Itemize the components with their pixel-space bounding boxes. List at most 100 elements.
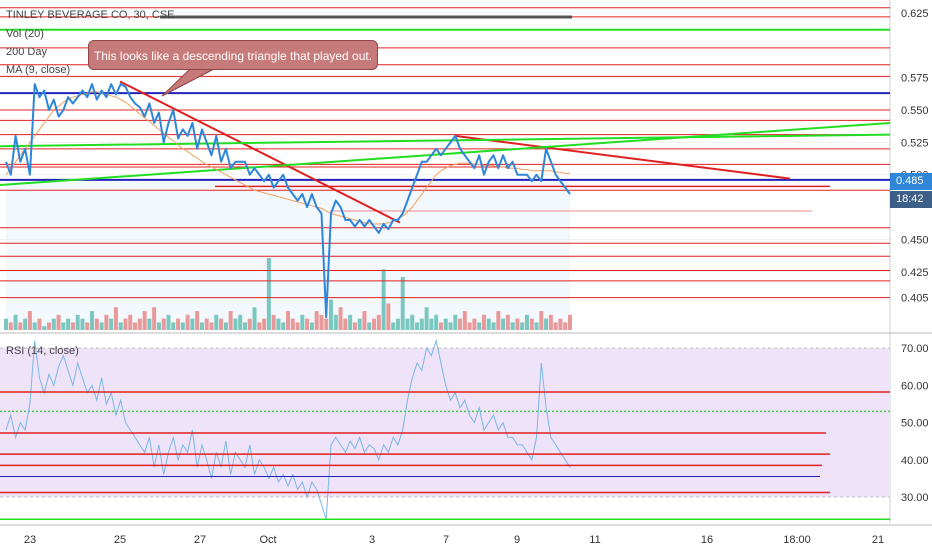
volume-bar-63	[305, 318, 310, 330]
volume-bar-55	[266, 258, 271, 330]
volume-bar-113	[544, 318, 549, 330]
vol-indicator-label[interactable]: Vol (20)	[6, 28, 44, 40]
volume-bar-28	[137, 318, 142, 330]
price-tick-label-1: 0.575	[901, 73, 929, 85]
volume-bar-64	[309, 322, 314, 330]
volume-bar-47	[228, 311, 233, 330]
price-series	[5, 83, 571, 319]
time-tick-label-4: 3	[369, 534, 375, 546]
volume-bar-91	[438, 322, 443, 330]
volume-bar-5	[27, 311, 32, 330]
volume-bar-44	[214, 314, 219, 330]
time-axis[interactable]: 23 25 27 Oct 3 7 9 11 16 18:00 21	[0, 524, 932, 546]
volume-bar-77	[372, 318, 377, 330]
volume-bar-40	[195, 311, 200, 330]
volume-bar-46	[223, 322, 228, 330]
time-tick-label-0: 23	[24, 534, 36, 546]
volume-bar-105	[505, 314, 510, 330]
volume-bar-83	[400, 276, 405, 330]
volume-bar-8	[42, 326, 47, 330]
volume-bar-36	[176, 318, 181, 330]
volume-bar-20	[99, 322, 104, 330]
volume-bar-67	[324, 318, 329, 330]
volume-bar-82	[395, 318, 400, 330]
volume-bar-9	[47, 322, 52, 330]
price-levels[interactable]	[0, 7, 891, 299]
volume-bar-72	[348, 314, 353, 330]
volume-bar-75	[362, 311, 367, 330]
time-tick-label-10: 21	[872, 534, 884, 546]
volume-bar-92	[443, 318, 448, 330]
volume-bar-33	[161, 318, 166, 330]
volume-bar-18	[90, 311, 95, 330]
volume-bar-10	[51, 318, 56, 330]
volume-bar-13	[66, 318, 71, 330]
rsi-tick-label-4: 30.00	[901, 492, 929, 504]
price-tick-label-6: 0.425	[901, 267, 929, 279]
volume-bar-81	[391, 322, 396, 330]
volume-bar-22	[109, 318, 114, 330]
ma200-indicator-label[interactable]: 200 Day	[6, 46, 47, 58]
volume-bar-11	[56, 314, 61, 330]
rsi-tick-label-0: 70.00	[901, 343, 929, 355]
volume-bar-80	[386, 303, 391, 330]
volume-bar-2	[13, 314, 18, 330]
price-tick-label-5: 0.450	[901, 234, 929, 246]
volume-bar-29	[142, 311, 147, 330]
volume-bar-53	[257, 322, 262, 330]
volume-bar-7	[37, 318, 42, 330]
volume-bar-57	[276, 318, 281, 330]
volume-bar-30	[147, 318, 152, 330]
rsi-line	[5, 338, 571, 520]
volume-bar-41	[199, 322, 204, 330]
price-shaded-area	[6, 181, 570, 330]
time-tick-label-6: 9	[514, 534, 520, 546]
rsi-band	[0, 348, 890, 497]
volume-bar-17	[85, 322, 90, 330]
volume-bar-42	[204, 318, 209, 330]
volume-bar-111	[534, 322, 539, 330]
volume-bar-76	[367, 322, 372, 330]
volume-bar-52	[252, 307, 257, 330]
volume-bar-37	[180, 322, 185, 330]
volume-bar-104	[501, 318, 506, 330]
support-trendline-green	[0, 121, 891, 187]
rsi-levels[interactable]	[0, 391, 890, 521]
time-tick-label-9: 18:00	[783, 534, 811, 546]
volume-bar-79	[381, 269, 386, 330]
volume-bar-106	[510, 322, 515, 330]
volume-bar-103	[496, 311, 501, 330]
time-tick-label-2: 27	[194, 534, 206, 546]
volume-bar-65	[314, 311, 319, 330]
volume-bar-68	[329, 299, 334, 330]
volume-bar-101	[486, 318, 491, 330]
volume-bar-96	[462, 311, 467, 330]
rsi-indicator-label[interactable]: RSI (14, close)	[6, 345, 79, 357]
volume-bar-31	[152, 307, 157, 330]
volume-bar-71	[343, 318, 348, 330]
countdown-badge: 18:42	[890, 191, 932, 208]
ma9-indicator-label[interactable]: MA (9, close)	[6, 64, 71, 76]
volume-bar-39	[190, 318, 195, 330]
volume-bar-35	[171, 322, 176, 330]
volume-bar-88	[424, 307, 429, 330]
rsi-y-axis[interactable]: 70.00 60.00 50.00 40.00 30.00	[901, 343, 929, 504]
volume-bar-78	[376, 314, 381, 330]
price-tick-label-0: 0.625	[901, 8, 929, 20]
volume-bar-95	[458, 318, 463, 330]
volume-bar-108	[520, 322, 525, 330]
volume-bar-58	[281, 322, 286, 330]
volume-bar-16	[80, 318, 85, 330]
annotation-callout[interactable]: This looks like a descending triangle th…	[88, 40, 378, 70]
volume-bar-59	[286, 311, 290, 330]
time-tick-label-1: 25	[114, 534, 126, 546]
price-tick-label-7: 0.405	[901, 293, 929, 305]
volume-bar-0	[4, 318, 8, 330]
volume-bar-49	[238, 314, 243, 330]
rsi-tick-label-2: 50.00	[901, 418, 929, 430]
symbol-title: TINLEY BEVERAGE CO, 30, CSE	[6, 9, 175, 21]
volume-bar-97	[467, 322, 472, 330]
descending-trendline	[119, 80, 401, 224]
